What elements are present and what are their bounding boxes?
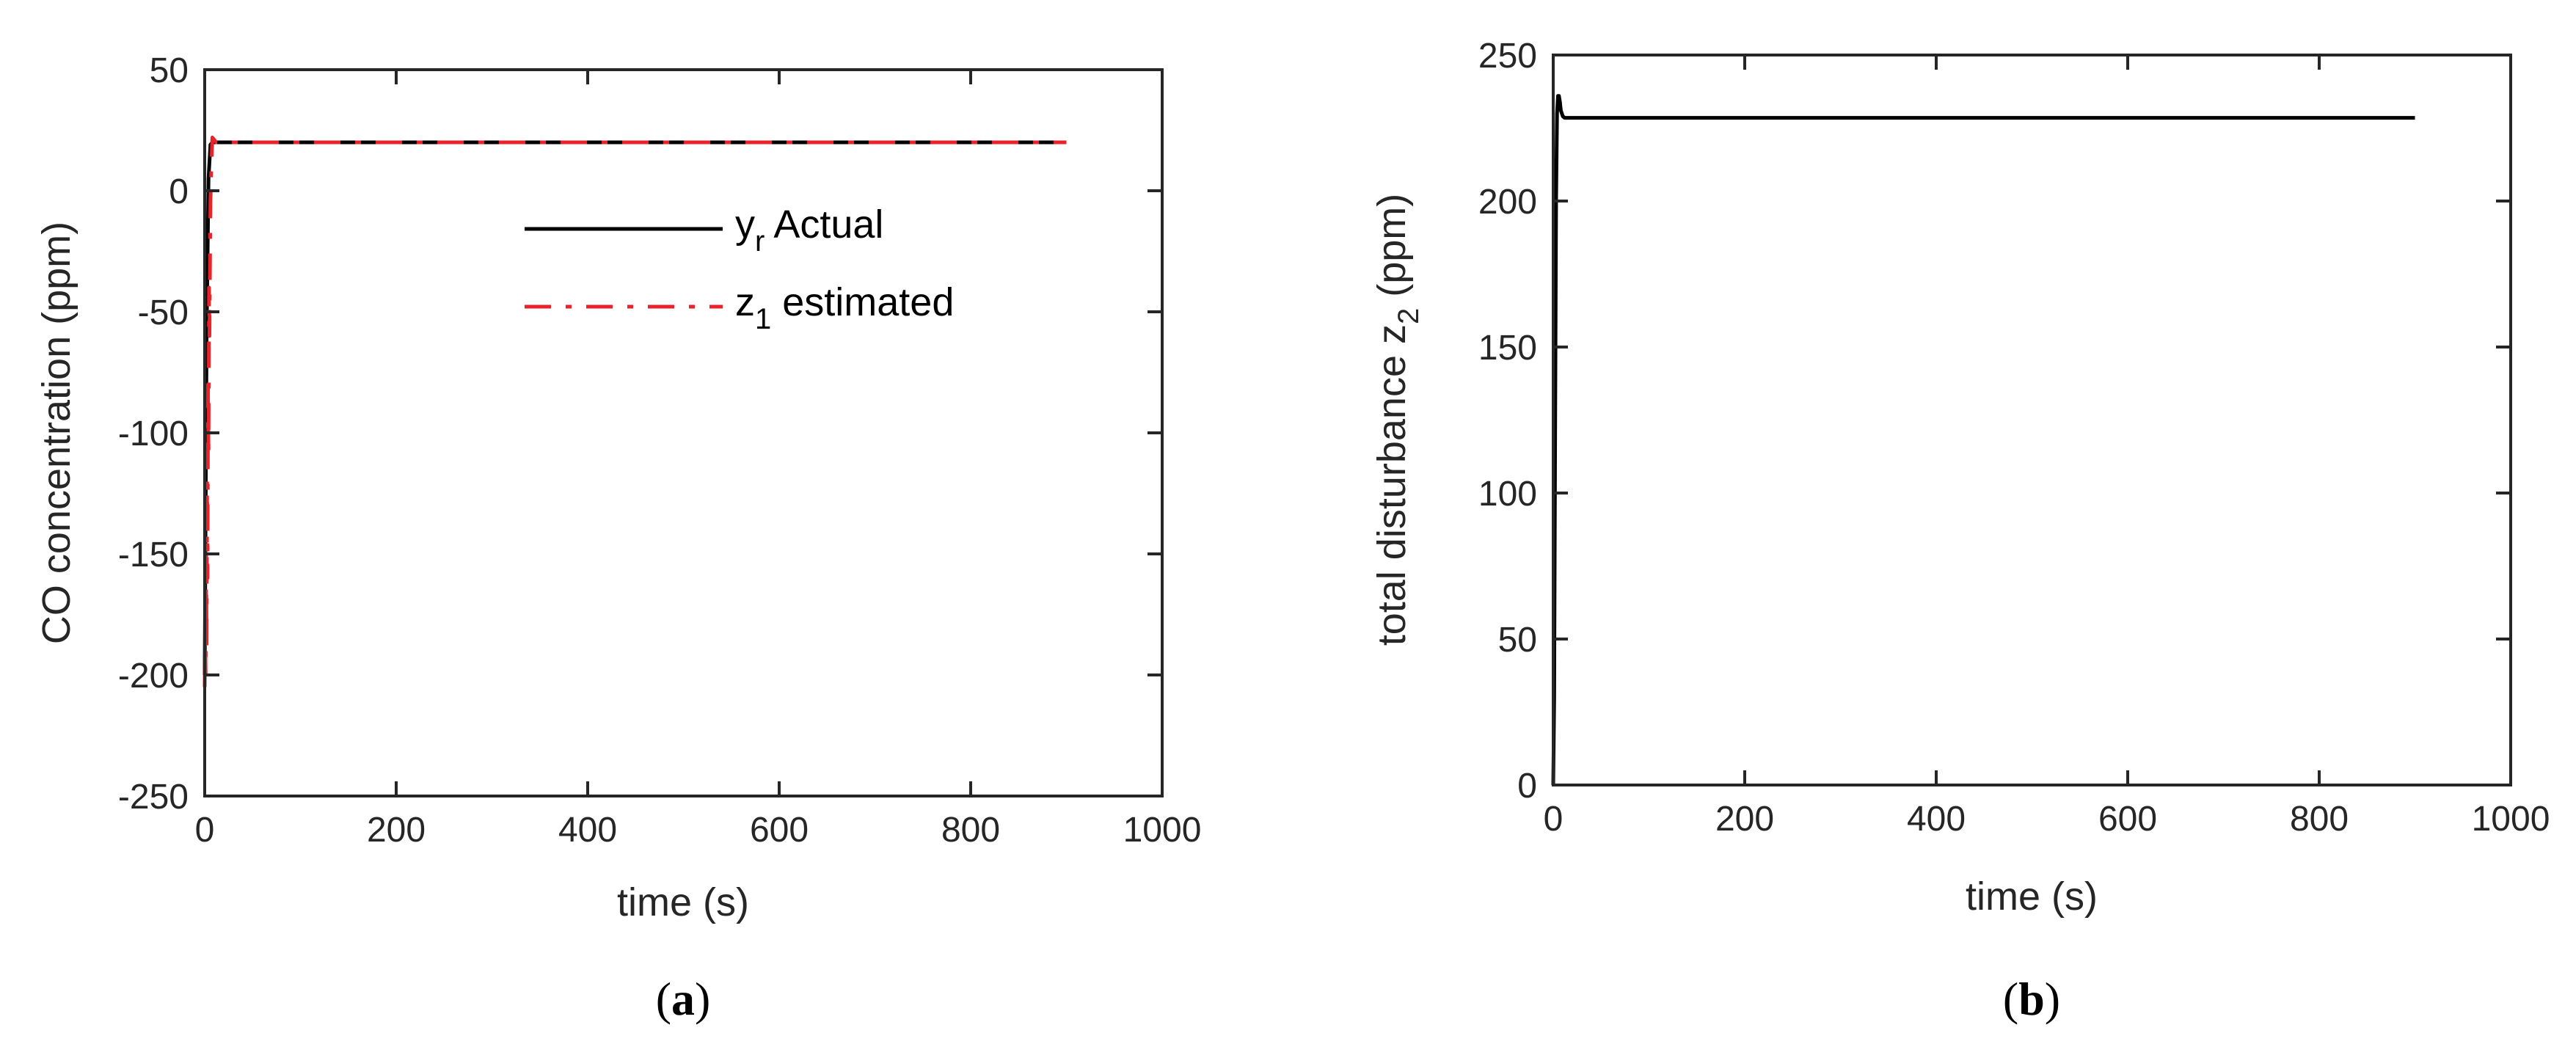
y-tick-label-a: -150 xyxy=(118,536,189,574)
chart-panel-b: 0 200 400 600 800 1000 0 50 100 150 200 250 time (s… xyxy=(1370,37,2550,1025)
ticks-a: 0 200 400 600 800 1000 -250 -200 -150 -100 -50 0 50 xyxy=(118,51,1201,850)
series-line-disturbance xyxy=(1551,94,2415,786)
legend-a: yr Actual z1 estimated xyxy=(525,202,954,335)
y-axis-label-a: CO concentration (ppm) xyxy=(34,222,79,644)
y-tick-label-b: 250 xyxy=(1478,37,1537,76)
y-tick-label-a: 50 xyxy=(150,51,189,90)
y-tick-label-a: -100 xyxy=(118,415,189,453)
x-axis-label-b: time (s) xyxy=(1966,875,2098,919)
y-tick-label-a: -50 xyxy=(138,293,189,332)
x-axis-label-a: time (s) xyxy=(617,880,749,924)
x-tick-label-a: 800 xyxy=(941,811,1000,850)
chart-panel-a: 0 200 400 600 800 1000-250-200-150-100-50050 … xyxy=(34,51,1201,1025)
ticks-b: 0 200 400 600 800 1000 0 50 100 150 200 250 xyxy=(1478,37,2550,839)
x-tick-label-b: 400 xyxy=(1907,800,1966,839)
series-line-actual xyxy=(202,140,1067,676)
x-tick-label-b: 200 xyxy=(1715,800,1774,839)
plot-area-b xyxy=(1552,54,2512,786)
y-tick-label-b: 150 xyxy=(1478,329,1537,368)
x-tick-label-b: 600 xyxy=(2098,800,2157,839)
x-tick-label-a: 0 xyxy=(195,811,215,850)
y-tick-label-a: -250 xyxy=(118,778,189,817)
plot-lines-b xyxy=(1551,94,2415,786)
y-axis-label-b: total disturbance z2 (ppm) xyxy=(1370,194,1425,646)
x-tick-label-b: 800 xyxy=(2290,800,2349,839)
x-tick-label-b: 1000 xyxy=(2472,800,2550,839)
x-tick-label-a: 200 xyxy=(367,811,426,850)
caption-a: (a) xyxy=(656,973,711,1025)
y-tick-label-b: 200 xyxy=(1478,183,1537,222)
caption-b: (b) xyxy=(2003,973,2060,1025)
plot-lines-a xyxy=(202,135,1067,687)
y-tick-label-b: 50 xyxy=(1498,621,1537,660)
legend-label-estimated: z1 estimated xyxy=(735,280,954,335)
x-tick-label-a: 400 xyxy=(558,811,617,850)
plot-area-a xyxy=(203,68,1164,797)
y-tick-label-b: 0 xyxy=(1517,767,1537,806)
x-tick-label-b: 0 xyxy=(1544,800,1564,839)
x-tick-label-a: 600 xyxy=(750,811,809,850)
legend-label-actual: yr Actual xyxy=(735,202,883,258)
x-tick-label-a: 1000 xyxy=(1123,811,1202,850)
series-line-estimated xyxy=(202,135,1067,687)
y-tick-label-a: 0 xyxy=(169,172,189,211)
y-tick-label-b: 100 xyxy=(1478,475,1537,514)
y-tick-label-a: -200 xyxy=(118,657,189,696)
